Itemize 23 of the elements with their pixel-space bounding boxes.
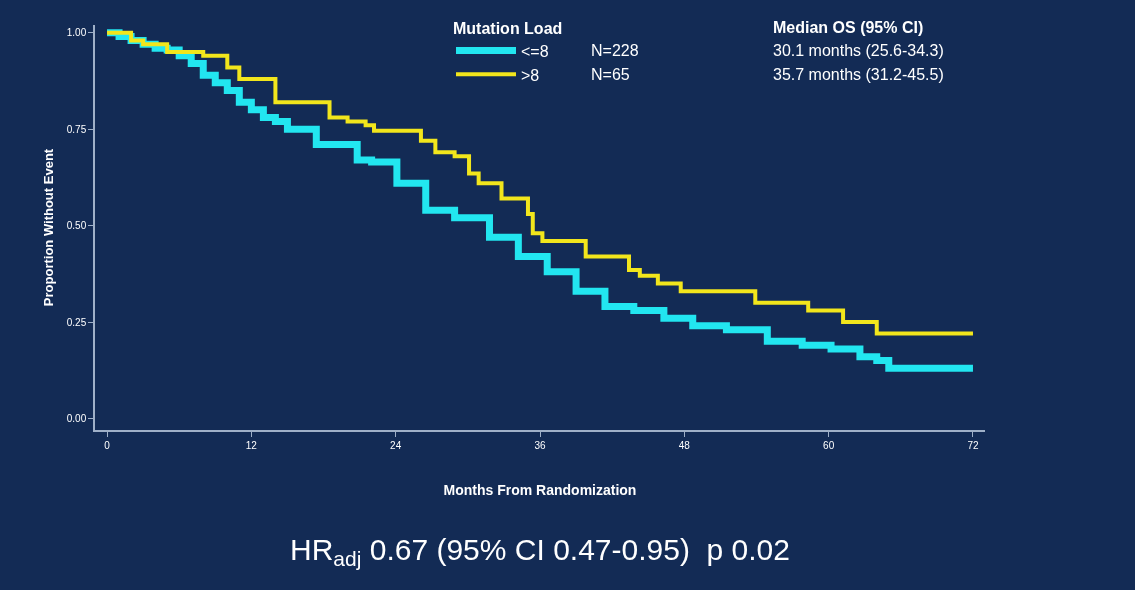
y-tick-label: 0.25	[66, 316, 87, 328]
x-tick-label: 24	[390, 439, 402, 451]
x-tick-label: 72	[967, 439, 979, 451]
x-tick-label: 0	[104, 439, 111, 451]
text: HR$_{adj}$ 0.67 (95% CI 0.47-0.95) p 0.02	[290, 533, 790, 571]
annotation: N=228	[591, 42, 639, 59]
annotation: 35.7 months (31.2-45.5)	[773, 66, 944, 83]
y-tick-label: 1.00	[66, 27, 87, 39]
x-tick-label: 48	[678, 439, 691, 451]
y-axis-title: Proportion Without Event	[41, 148, 57, 307]
x-tick-label: 12	[245, 439, 258, 451]
y-tick-label: 0.75	[66, 123, 87, 135]
annotation: N=65	[591, 66, 630, 83]
x-tick-label: 36	[534, 439, 546, 451]
legend-label: <=8	[521, 42, 549, 60]
y-tick-label: 0.50	[66, 220, 87, 232]
x-tick-label: 60	[823, 439, 835, 451]
legend-label: >8	[521, 66, 540, 84]
legend-title: Mutation Load	[453, 19, 563, 37]
y-tick-label: 0.00	[66, 412, 87, 424]
annotation: Median OS (95% CI)	[773, 19, 924, 36]
x-axis-title: Months From Randomization	[443, 481, 637, 498]
annotation: 30.1 months (25.6-34.3)	[773, 42, 944, 59]
